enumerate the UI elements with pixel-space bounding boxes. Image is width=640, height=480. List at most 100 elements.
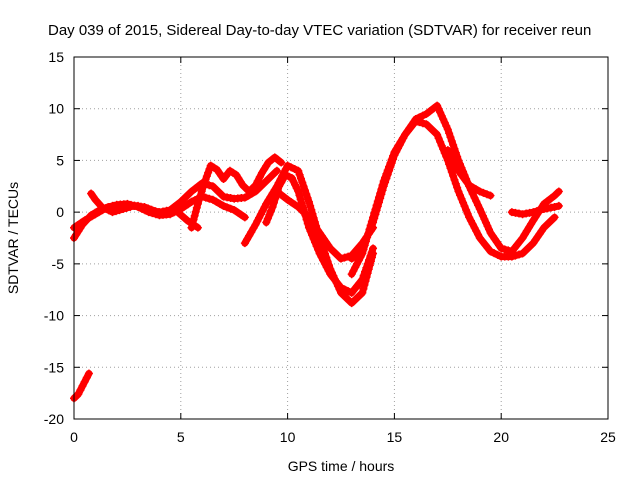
data-point <box>363 233 372 242</box>
data-point <box>443 146 452 155</box>
data-point <box>550 191 559 200</box>
data-point <box>449 171 458 180</box>
data-point <box>465 213 474 222</box>
data-point <box>365 225 374 234</box>
data-point <box>294 166 303 175</box>
data-point <box>226 204 235 213</box>
data-point <box>304 197 313 206</box>
data-point <box>119 205 128 214</box>
data-point <box>446 164 455 173</box>
data-point <box>367 248 376 257</box>
data-point <box>515 250 523 259</box>
data-point <box>443 125 452 134</box>
data-point <box>287 163 296 172</box>
data-point <box>126 202 135 211</box>
data-point <box>434 105 443 114</box>
data-point <box>277 158 286 167</box>
data-point <box>193 199 202 208</box>
data-point <box>361 237 370 246</box>
data-point <box>364 229 373 238</box>
data-point <box>312 242 321 251</box>
data-point <box>447 137 456 146</box>
data-point <box>349 266 358 275</box>
x-tick-label: 25 <box>600 429 616 445</box>
data-point <box>82 373 91 382</box>
data-point <box>290 165 299 174</box>
data-point <box>361 267 370 276</box>
y-tick-label: -15 <box>44 359 64 375</box>
data-point <box>446 133 455 142</box>
x-tick-label: 5 <box>177 429 185 445</box>
series-arc-3 <box>70 166 281 232</box>
data-point <box>358 275 367 284</box>
data-point <box>550 213 559 222</box>
data-point <box>255 213 264 222</box>
data-point <box>253 177 262 186</box>
data-point <box>378 181 387 190</box>
data-point <box>554 187 563 196</box>
data-point <box>436 137 445 146</box>
data-point <box>449 140 458 149</box>
data-point <box>532 207 541 216</box>
data-point <box>440 118 449 127</box>
data-point <box>190 211 199 220</box>
data-point <box>369 244 378 253</box>
data-point <box>376 189 385 198</box>
data-point <box>319 256 328 265</box>
data-point <box>381 173 390 182</box>
data-point <box>385 162 394 171</box>
data-point <box>451 148 460 157</box>
data-point <box>550 202 559 211</box>
data-point <box>308 231 317 240</box>
data-point <box>454 187 463 196</box>
data-point <box>472 227 481 236</box>
x-axis-label: GPS time / hours <box>288 458 395 474</box>
data-point <box>269 198 278 207</box>
data-point <box>369 213 378 222</box>
data-point <box>511 251 520 260</box>
data-point <box>382 169 391 178</box>
data-point <box>112 207 121 216</box>
data-point <box>205 165 214 174</box>
gridlines <box>74 57 608 419</box>
data-point <box>189 215 198 224</box>
data-point <box>472 197 481 206</box>
x-tick-label: 20 <box>493 429 509 445</box>
data-point <box>154 208 163 217</box>
data-point <box>344 287 353 296</box>
data-point <box>497 244 506 253</box>
y-tick-label: 5 <box>56 152 64 168</box>
data-point <box>359 284 368 293</box>
data-point <box>306 201 315 210</box>
data-point <box>480 215 489 224</box>
data-point <box>484 225 493 234</box>
data-point <box>536 206 545 215</box>
data-point <box>268 202 277 211</box>
data-point <box>437 111 446 120</box>
data-point <box>191 207 200 216</box>
data-point <box>481 218 490 227</box>
data-point <box>302 190 311 199</box>
data-point <box>383 166 392 175</box>
x-tick-label: 0 <box>70 429 78 445</box>
data-point <box>251 181 260 190</box>
data-point <box>263 214 272 223</box>
data-point <box>255 172 264 181</box>
data-point <box>240 213 249 222</box>
data-point <box>311 238 320 247</box>
data-point <box>365 255 374 264</box>
data-point <box>442 122 451 131</box>
data-point <box>436 108 445 117</box>
data-point <box>490 249 499 258</box>
data-point <box>478 211 487 220</box>
data-point <box>452 163 461 172</box>
series-arc-11 <box>443 146 495 200</box>
data-point <box>449 156 458 165</box>
data-point <box>456 191 465 200</box>
data-point <box>283 161 292 170</box>
data-point <box>418 111 427 120</box>
data-point <box>457 194 466 203</box>
data-point <box>483 222 492 231</box>
plot-frame <box>73 56 609 420</box>
